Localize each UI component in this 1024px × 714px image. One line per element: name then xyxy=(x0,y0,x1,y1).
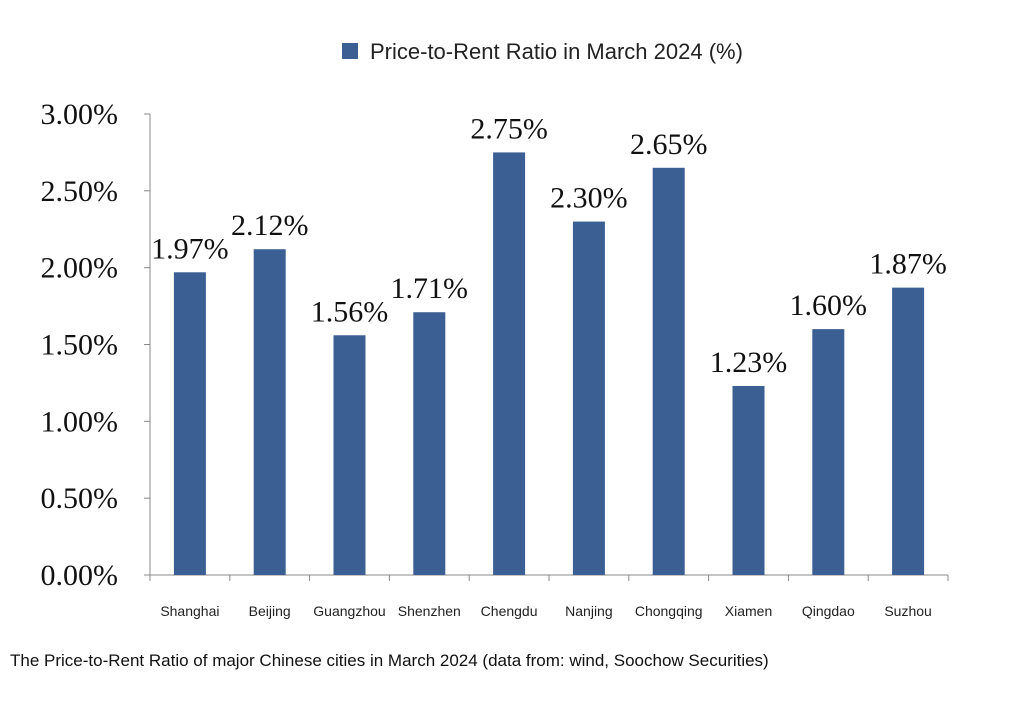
bar xyxy=(652,167,685,576)
bar xyxy=(892,287,925,575)
bar xyxy=(333,335,366,575)
x-tick-label: Shanghai xyxy=(160,603,219,619)
data-label: 1.56% xyxy=(311,295,389,328)
figure-caption: The Price-to-Rent Ratio of major Chinese… xyxy=(10,651,769,670)
x-tick-label: Nanjing xyxy=(565,603,612,619)
y-tick-label: 3.00% xyxy=(41,98,119,131)
bar xyxy=(413,312,446,575)
data-label: 2.12% xyxy=(231,209,309,242)
y-tick-label: 1.50% xyxy=(41,329,119,362)
bar xyxy=(572,221,605,576)
data-label: 1.97% xyxy=(151,232,229,265)
y-tick-label: 2.50% xyxy=(41,175,119,208)
data-label: 1.71% xyxy=(391,272,469,305)
data-label: 2.75% xyxy=(470,112,548,145)
data-label: 1.23% xyxy=(710,346,788,379)
data-label: 2.65% xyxy=(630,128,708,161)
y-tick-label: 0.50% xyxy=(41,482,119,515)
x-tick-label: Suzhou xyxy=(884,603,931,619)
legend-label: Price-to-Rent Ratio in March 2024 (%) xyxy=(370,39,743,64)
x-tick-label: Guangzhou xyxy=(313,603,385,619)
x-tick-label: Xiamen xyxy=(725,603,772,619)
x-axis: Shanghai Beijing Guangzhou Shenzhen Chengdu N… xyxy=(149,574,949,619)
x-tick-label: Chongqing xyxy=(635,603,703,619)
x-tick-label: Chengdu xyxy=(481,603,538,619)
data-label: 1.87% xyxy=(869,248,947,281)
bar xyxy=(493,152,526,575)
legend-swatch xyxy=(342,43,358,59)
data-label: 1.60% xyxy=(790,289,868,322)
data-labels: 1.97%2.12% 1.56%1.71% 2.75% 2.30%2.65% 1.23%… xyxy=(151,112,947,379)
bars xyxy=(173,152,925,576)
x-tick-label: Qingdao xyxy=(802,603,855,619)
y-tick-label: 0.00% xyxy=(41,559,119,592)
y-tick-label: 1.00% xyxy=(41,405,119,438)
bar xyxy=(812,329,845,575)
y-axis: 0.00% 0.50% 1.00% 1.50% 2.00% 2.50% 3.00% xyxy=(41,98,151,592)
data-label: 2.30% xyxy=(550,182,628,215)
chart-legend: Price-to-Rent Ratio in March 2024 (%) xyxy=(342,39,743,64)
bar-chart: Price-to-Rent Ratio in March 2024 (%) 0.… xyxy=(41,39,949,619)
bar xyxy=(173,272,206,575)
bar xyxy=(732,385,765,575)
y-tick-label: 2.00% xyxy=(41,252,119,285)
x-tick-label: Shenzhen xyxy=(398,603,461,619)
bar xyxy=(253,249,286,575)
x-tick-label: Beijing xyxy=(249,603,291,619)
